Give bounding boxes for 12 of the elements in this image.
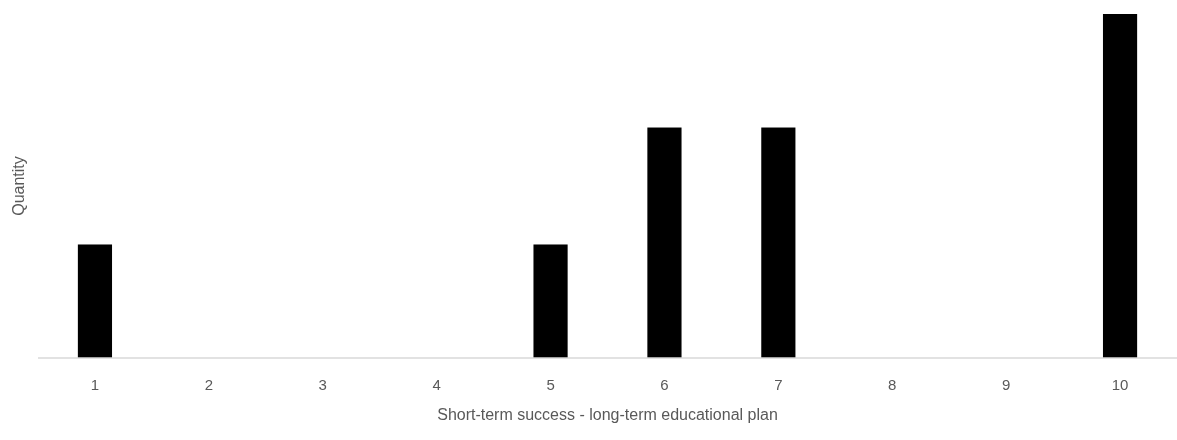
x-tick-label: 7: [774, 376, 783, 393]
x-axis-title: Short-term success - long-term educational plan: [437, 406, 778, 423]
x-tick-label: 3: [318, 376, 327, 393]
x-tick-label: 6: [660, 376, 669, 393]
x-tick-label: 4: [432, 376, 441, 393]
x-tick-label: 5: [546, 376, 555, 393]
x-tick-label: 2: [204, 376, 214, 393]
x-tick-label: 9: [1001, 376, 1011, 393]
x-tick-label: 1: [90, 376, 100, 393]
x-tick-label: 8: [888, 376, 897, 393]
x-tick-label: 10: [1111, 376, 1129, 393]
y-axis-title: Quantity: [10, 156, 27, 216]
